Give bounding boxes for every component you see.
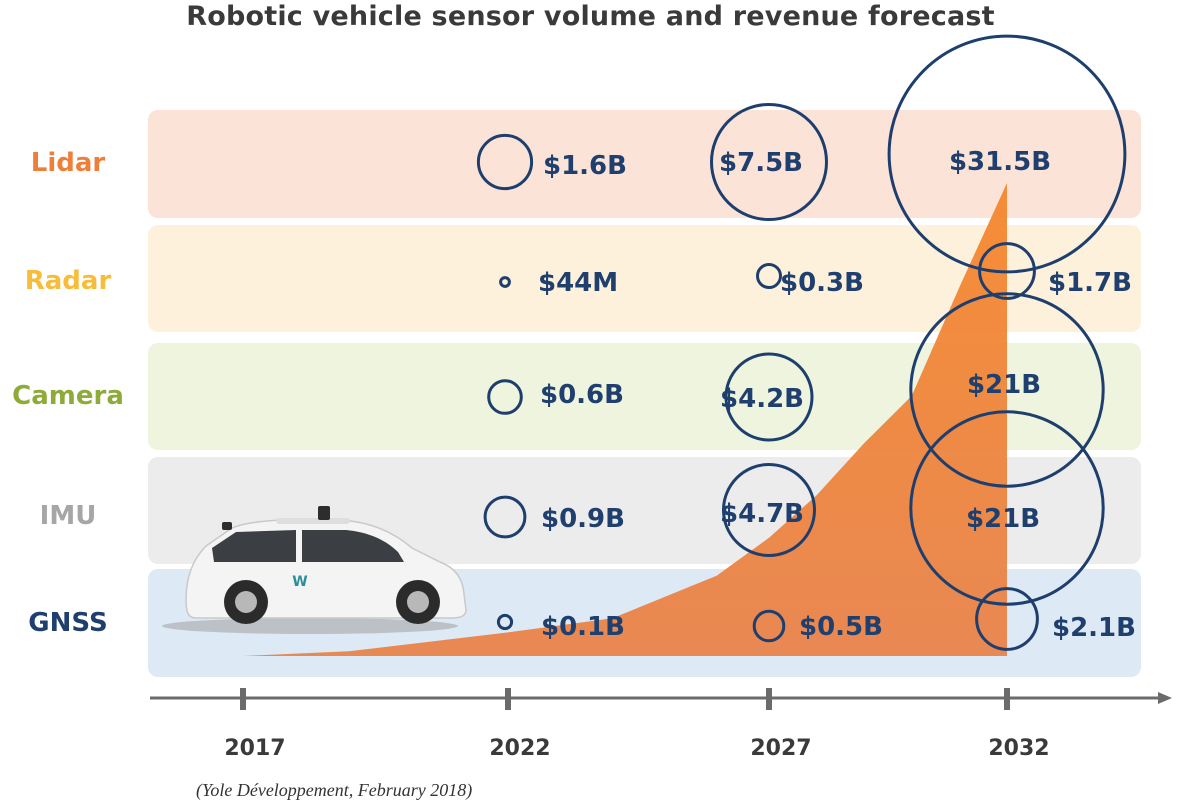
row-labels: Lidar Radar Camera IMU GNSS: [12, 148, 124, 638]
robotic-car-image: W: [162, 506, 467, 634]
value-label-lidar-2032: $31.5B: [949, 147, 1051, 177]
value-label-radar-2032: $1.7B: [1048, 268, 1132, 298]
row-label-camera: Camera: [12, 381, 124, 411]
area-layer: [243, 183, 1007, 656]
bubble-gnss-2032: [975, 587, 1039, 651]
bubble-camera-2027: [724, 352, 814, 442]
x-axis-arrow: [1158, 692, 1172, 704]
tick-2017: [240, 688, 246, 710]
value-labels: $1.6B $7.5B $31.5B $44M $0.3B $1.7B $0.6B $4.2B…: [538, 147, 1136, 643]
tick-2027: [766, 688, 772, 710]
bubble-gnss-2027: [752, 609, 786, 643]
band-lidar: [148, 110, 1141, 218]
row-label-radar: Radar: [25, 266, 112, 296]
bubble-radar-2032: [978, 242, 1036, 300]
svg-text:W: W: [292, 574, 307, 590]
tick-label-2022: 2022: [489, 736, 550, 761]
volume-area: [243, 183, 1007, 656]
bubble-camera-2032: [909, 292, 1105, 488]
row-label-imu: IMU: [40, 501, 97, 531]
value-label-imu-2027: $4.7B: [720, 499, 804, 529]
source-note: (Yole Développement, February 2018): [196, 780, 473, 800]
bubble-imu-2032: [909, 410, 1105, 606]
tick-label-2032: 2032: [988, 736, 1049, 761]
bubble-radar-2022: [499, 276, 511, 288]
bubble-radar-2027: [756, 263, 782, 289]
bubble-lidar-2022: [476, 133, 534, 191]
value-label-gnss-2032: $2.1B: [1052, 613, 1136, 643]
tick-label-2017: 2017: [224, 736, 285, 761]
tick-2022: [505, 688, 511, 710]
x-axis-ticks: 2017 2022 2027 2032: [224, 688, 1050, 761]
chart-title: Robotic vehicle sensor volume and revenu…: [186, 1, 995, 32]
value-label-imu-2032: $21B: [966, 504, 1040, 534]
bubble-gnss-2022: [496, 613, 514, 631]
row-label-lidar: Lidar: [31, 148, 106, 178]
bubble-layer: [476, 34, 1127, 651]
bubble-imu-2027: [722, 463, 816, 557]
bubble-lidar-2032: [887, 34, 1127, 274]
value-label-gnss-2027: $0.5B: [799, 612, 883, 642]
tick-2032: [1004, 688, 1010, 710]
value-label-gnss-2022: $0.1B: [541, 612, 625, 642]
tick-label-2027: 2027: [750, 736, 811, 761]
band-radar: [148, 225, 1141, 332]
row-label-gnss: GNSS: [28, 608, 107, 638]
bubble-imu-2022: [483, 495, 527, 539]
value-label-lidar-2022: $1.6B: [543, 151, 627, 181]
value-label-camera-2027: $4.2B: [720, 384, 804, 414]
value-label-lidar-2027: $7.5B: [719, 148, 803, 178]
value-label-imu-2022: $0.9B: [541, 504, 625, 534]
value-label-camera-2022: $0.6B: [540, 380, 624, 410]
value-label-radar-2027: $0.3B: [780, 268, 864, 298]
x-axis: [150, 692, 1172, 704]
bubble-lidar-2027: [710, 103, 828, 221]
bubble-camera-2022: [487, 379, 523, 415]
value-label-radar-2022: $44M: [538, 268, 618, 298]
value-label-camera-2032: $21B: [967, 370, 1041, 400]
